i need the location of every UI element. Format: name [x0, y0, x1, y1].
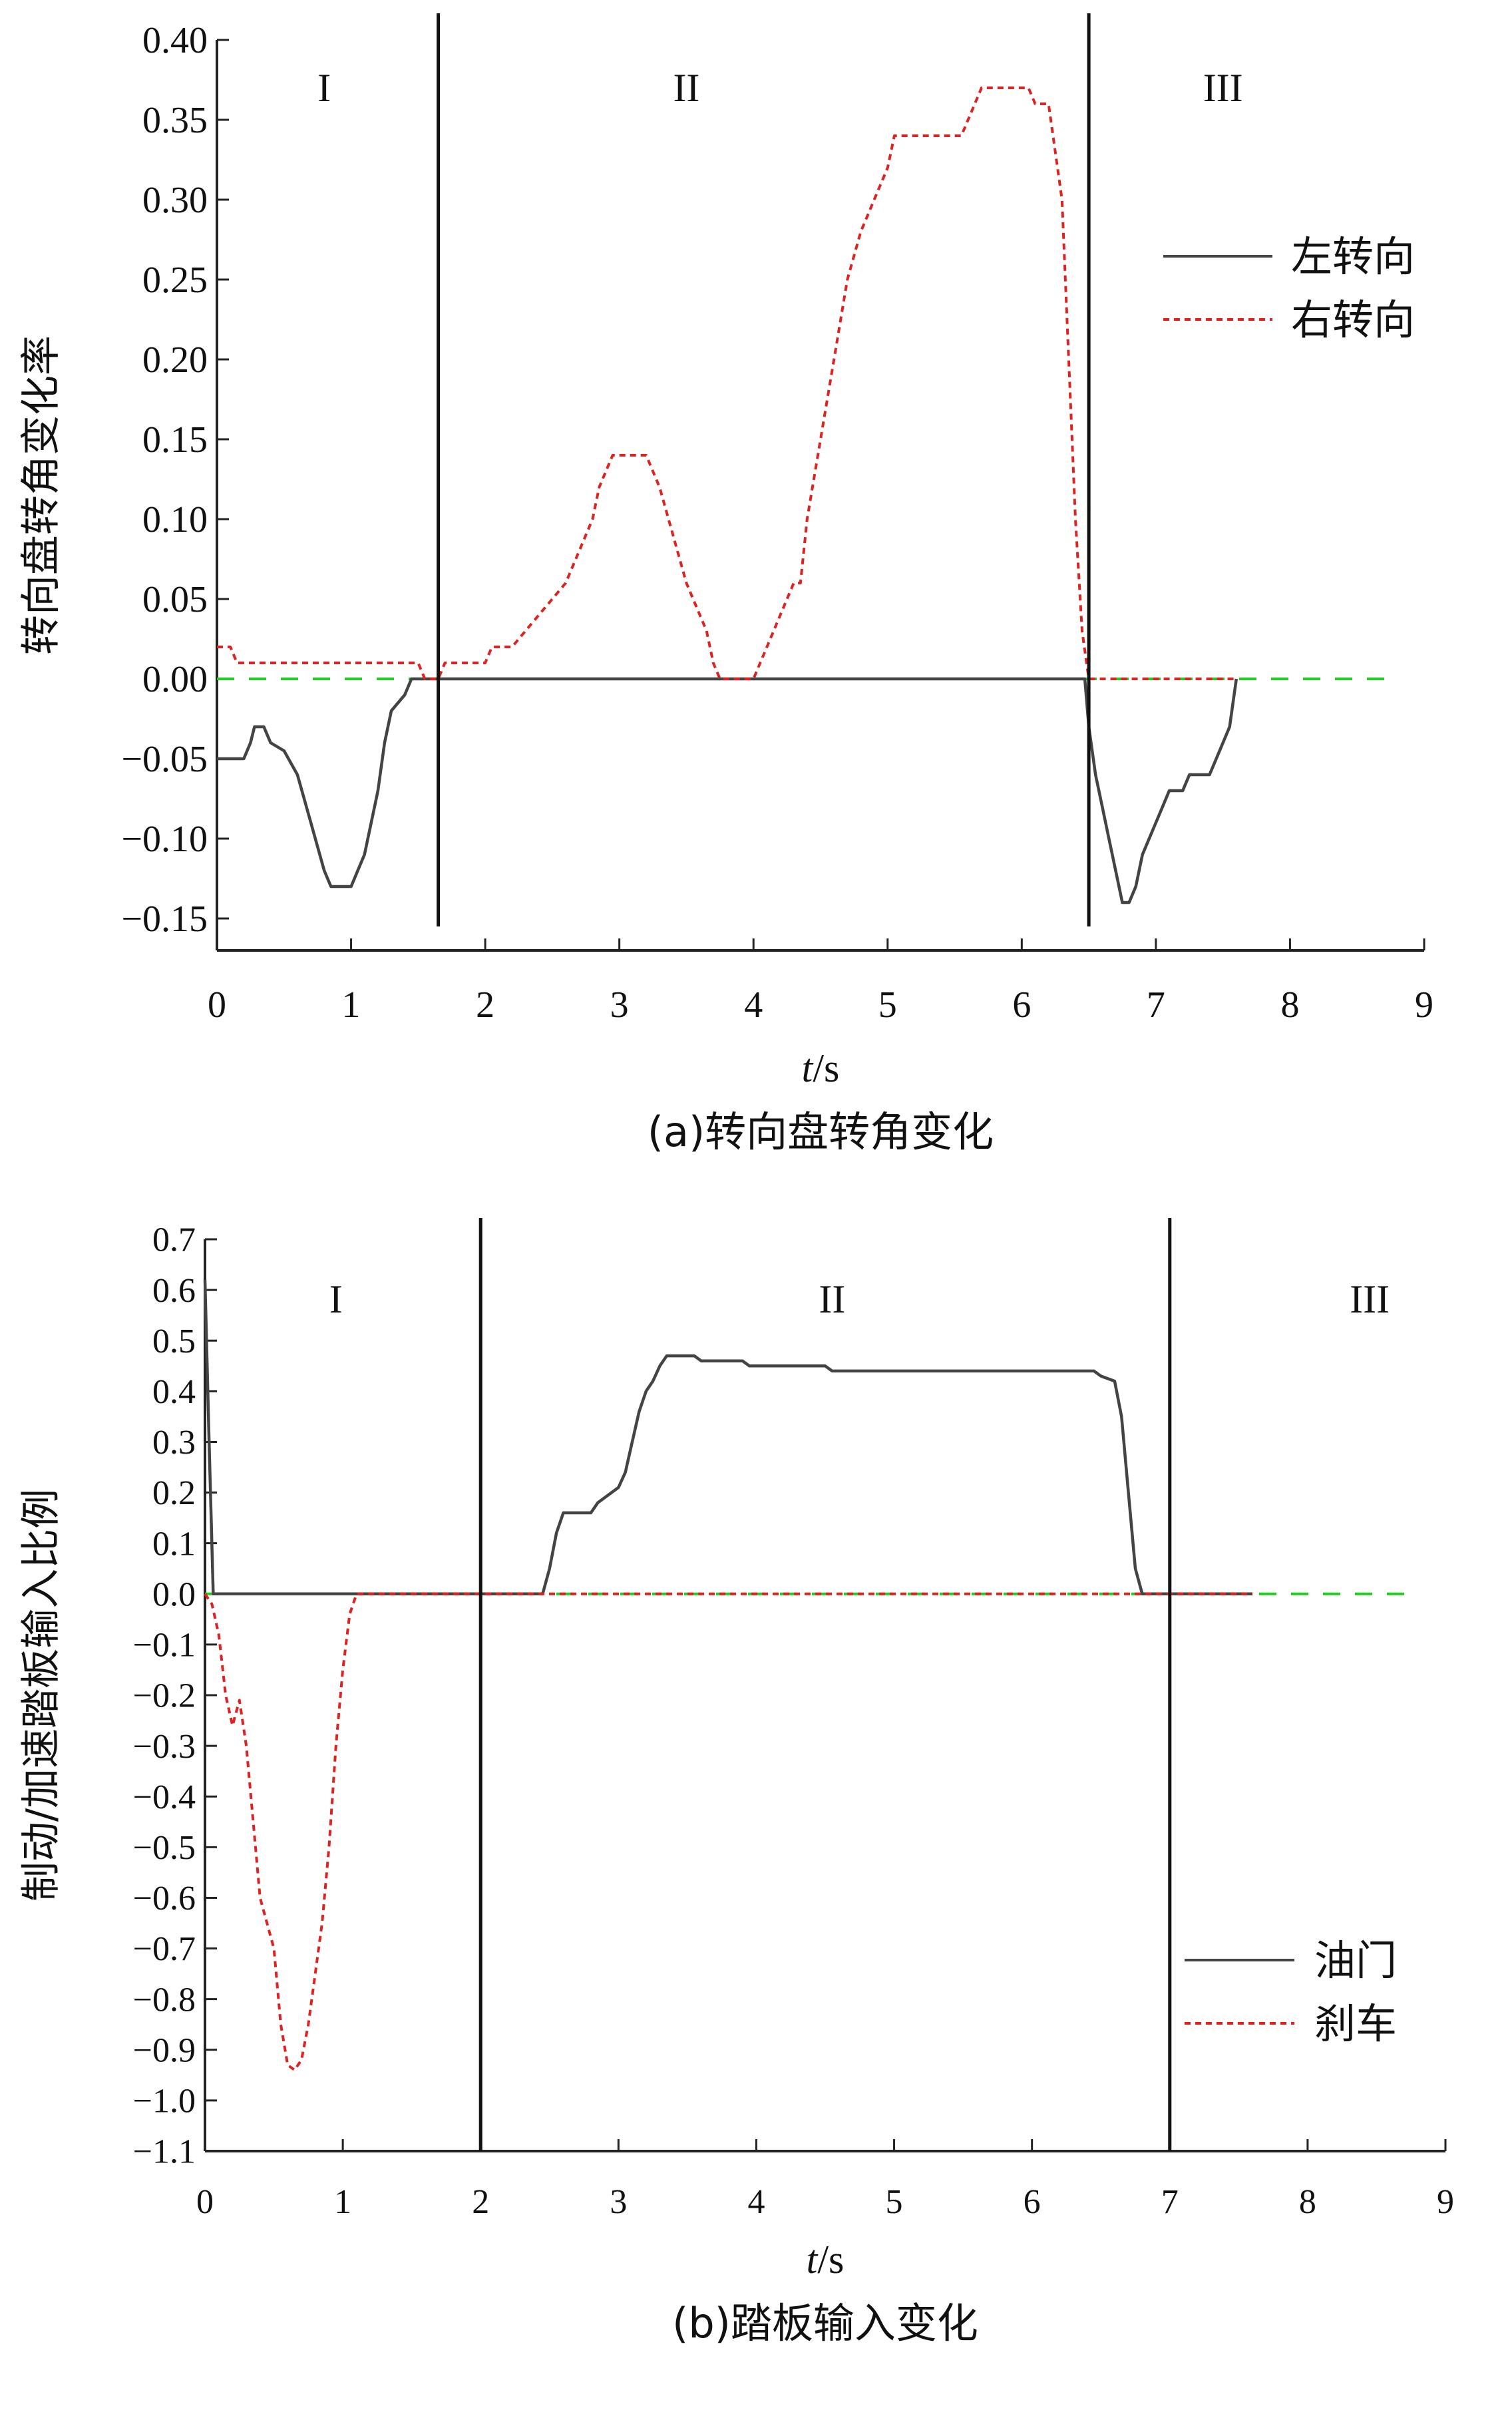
y-tick-label: 0.2 — [152, 1474, 196, 1512]
x-axis-label: t/s — [802, 1046, 840, 1090]
x-axis-label-unit: /s — [813, 1046, 839, 1090]
chart-b: 0.7 0.6 0.5 0.4 0.3 0.2 0.1 0.0 −0.1 −0.2 −0.3 −0.4… — [18, 1218, 1454, 2347]
y-tick-label: −0.15 — [121, 899, 208, 940]
region-label: III — [1350, 1277, 1390, 1321]
y-tick-label: 0.0 — [152, 1575, 196, 1613]
y-tick-label: 0.6 — [152, 1272, 196, 1310]
x-axis-label-var: t — [807, 2238, 819, 2282]
x-tick-label: 8 — [1299, 2183, 1316, 2221]
legend-label: 刹车 — [1314, 1999, 1397, 2048]
y-tick-label: −1.1 — [133, 2133, 196, 2171]
y-tick-label: 0.4 — [152, 1373, 196, 1411]
chart-caption: (a)转向盘转角变化 — [648, 1108, 994, 1156]
x-tick-label: 1 — [334, 2183, 351, 2221]
y-tick-label: 0.3 — [152, 1424, 196, 1462]
x-tick-label: 5 — [886, 2183, 903, 2221]
region-label: I — [317, 66, 331, 110]
legend-label: 右转向 — [1291, 296, 1415, 344]
y-tick-label: 0.05 — [142, 579, 208, 620]
region-label: I — [329, 1277, 343, 1321]
x-tick-label: 0 — [196, 2183, 214, 2221]
y-tick-label: −0.1 — [133, 1627, 196, 1665]
y-tick-label: −0.5 — [133, 1829, 196, 1867]
y-tick-label: 0.10 — [142, 499, 208, 540]
x-tick-label: 7 — [1161, 2183, 1179, 2221]
y-tick-label: −0.8 — [133, 1981, 196, 2019]
legend-label: 左转向 — [1291, 232, 1415, 281]
x-tick-label: 6 — [1024, 2183, 1041, 2221]
y-tick-label: −0.05 — [121, 739, 208, 780]
y-tick-label: 0.20 — [142, 339, 208, 381]
region-label: II — [673, 66, 699, 110]
y-tick-label: −0.9 — [133, 2031, 196, 2069]
y-axis-label: 转向盘转角变化率 — [18, 335, 65, 655]
x-tick-label: 8 — [1280, 984, 1299, 1026]
y-tick-label: 0.25 — [142, 260, 208, 301]
x-tick-label: 9 — [1437, 2183, 1454, 2221]
region-label: II — [819, 1277, 845, 1321]
region-label: III — [1203, 66, 1243, 110]
x-tick-label: 7 — [1147, 984, 1165, 1026]
y-tick-label: 0.00 — [142, 659, 208, 700]
chart-a: 0.40 0.35 0.30 0.25 0.20 0.15 0.10 0.05 0.00 −0.0… — [18, 13, 1433, 1156]
y-tick-label: −0.10 — [121, 819, 208, 860]
x-tick-label: 4 — [747, 2183, 765, 2221]
series-line-1 — [217, 87, 1236, 680]
x-tick-label: 4 — [744, 984, 763, 1026]
y-tick-label: 0.7 — [152, 1221, 196, 1259]
x-axis-label-unit: /s — [817, 2238, 844, 2282]
chart-caption: (b)踏板输入变化 — [672, 2299, 978, 2347]
x-tick-label: 9 — [1415, 984, 1433, 1026]
x-tick-label: 2 — [472, 2183, 489, 2221]
y-tick-label: −0.3 — [133, 1728, 196, 1766]
x-tick-label: 3 — [610, 984, 629, 1026]
x-tick-label: 2 — [476, 984, 494, 1026]
y-tick-label: −0.7 — [133, 1930, 196, 1968]
x-axis-label: t/s — [807, 2238, 845, 2282]
x-axis-label-var: t — [802, 1046, 814, 1090]
y-tick-label: 0.5 — [152, 1322, 196, 1360]
y-tick-label: −1.0 — [133, 2083, 196, 2120]
x-tick-label: 3 — [610, 2183, 627, 2221]
y-tick-label: 0.35 — [142, 100, 208, 141]
y-tick-label: −0.6 — [133, 1880, 196, 1917]
y-axis-label: 制动/加速踏板输入比例 — [18, 1489, 65, 1902]
x-tick-label: 1 — [342, 984, 361, 1026]
y-tick-label: 0.1 — [152, 1525, 196, 1563]
x-tick-label: 6 — [1012, 984, 1031, 1026]
x-tick-label: 5 — [878, 984, 897, 1026]
y-tick-label: −0.4 — [133, 1778, 196, 1816]
series-line-1 — [204, 1592, 1252, 2072]
series-line-0 — [217, 677, 1238, 905]
y-tick-label: −0.2 — [133, 1677, 196, 1715]
series-line-0 — [203, 1279, 1252, 1596]
y-tick-label: 0.40 — [142, 20, 208, 61]
legend-label: 油门 — [1314, 1936, 1397, 1985]
y-tick-label: 0.15 — [142, 419, 208, 461]
y-tick-label: 0.30 — [142, 180, 208, 221]
x-tick-label: 0 — [208, 984, 226, 1026]
